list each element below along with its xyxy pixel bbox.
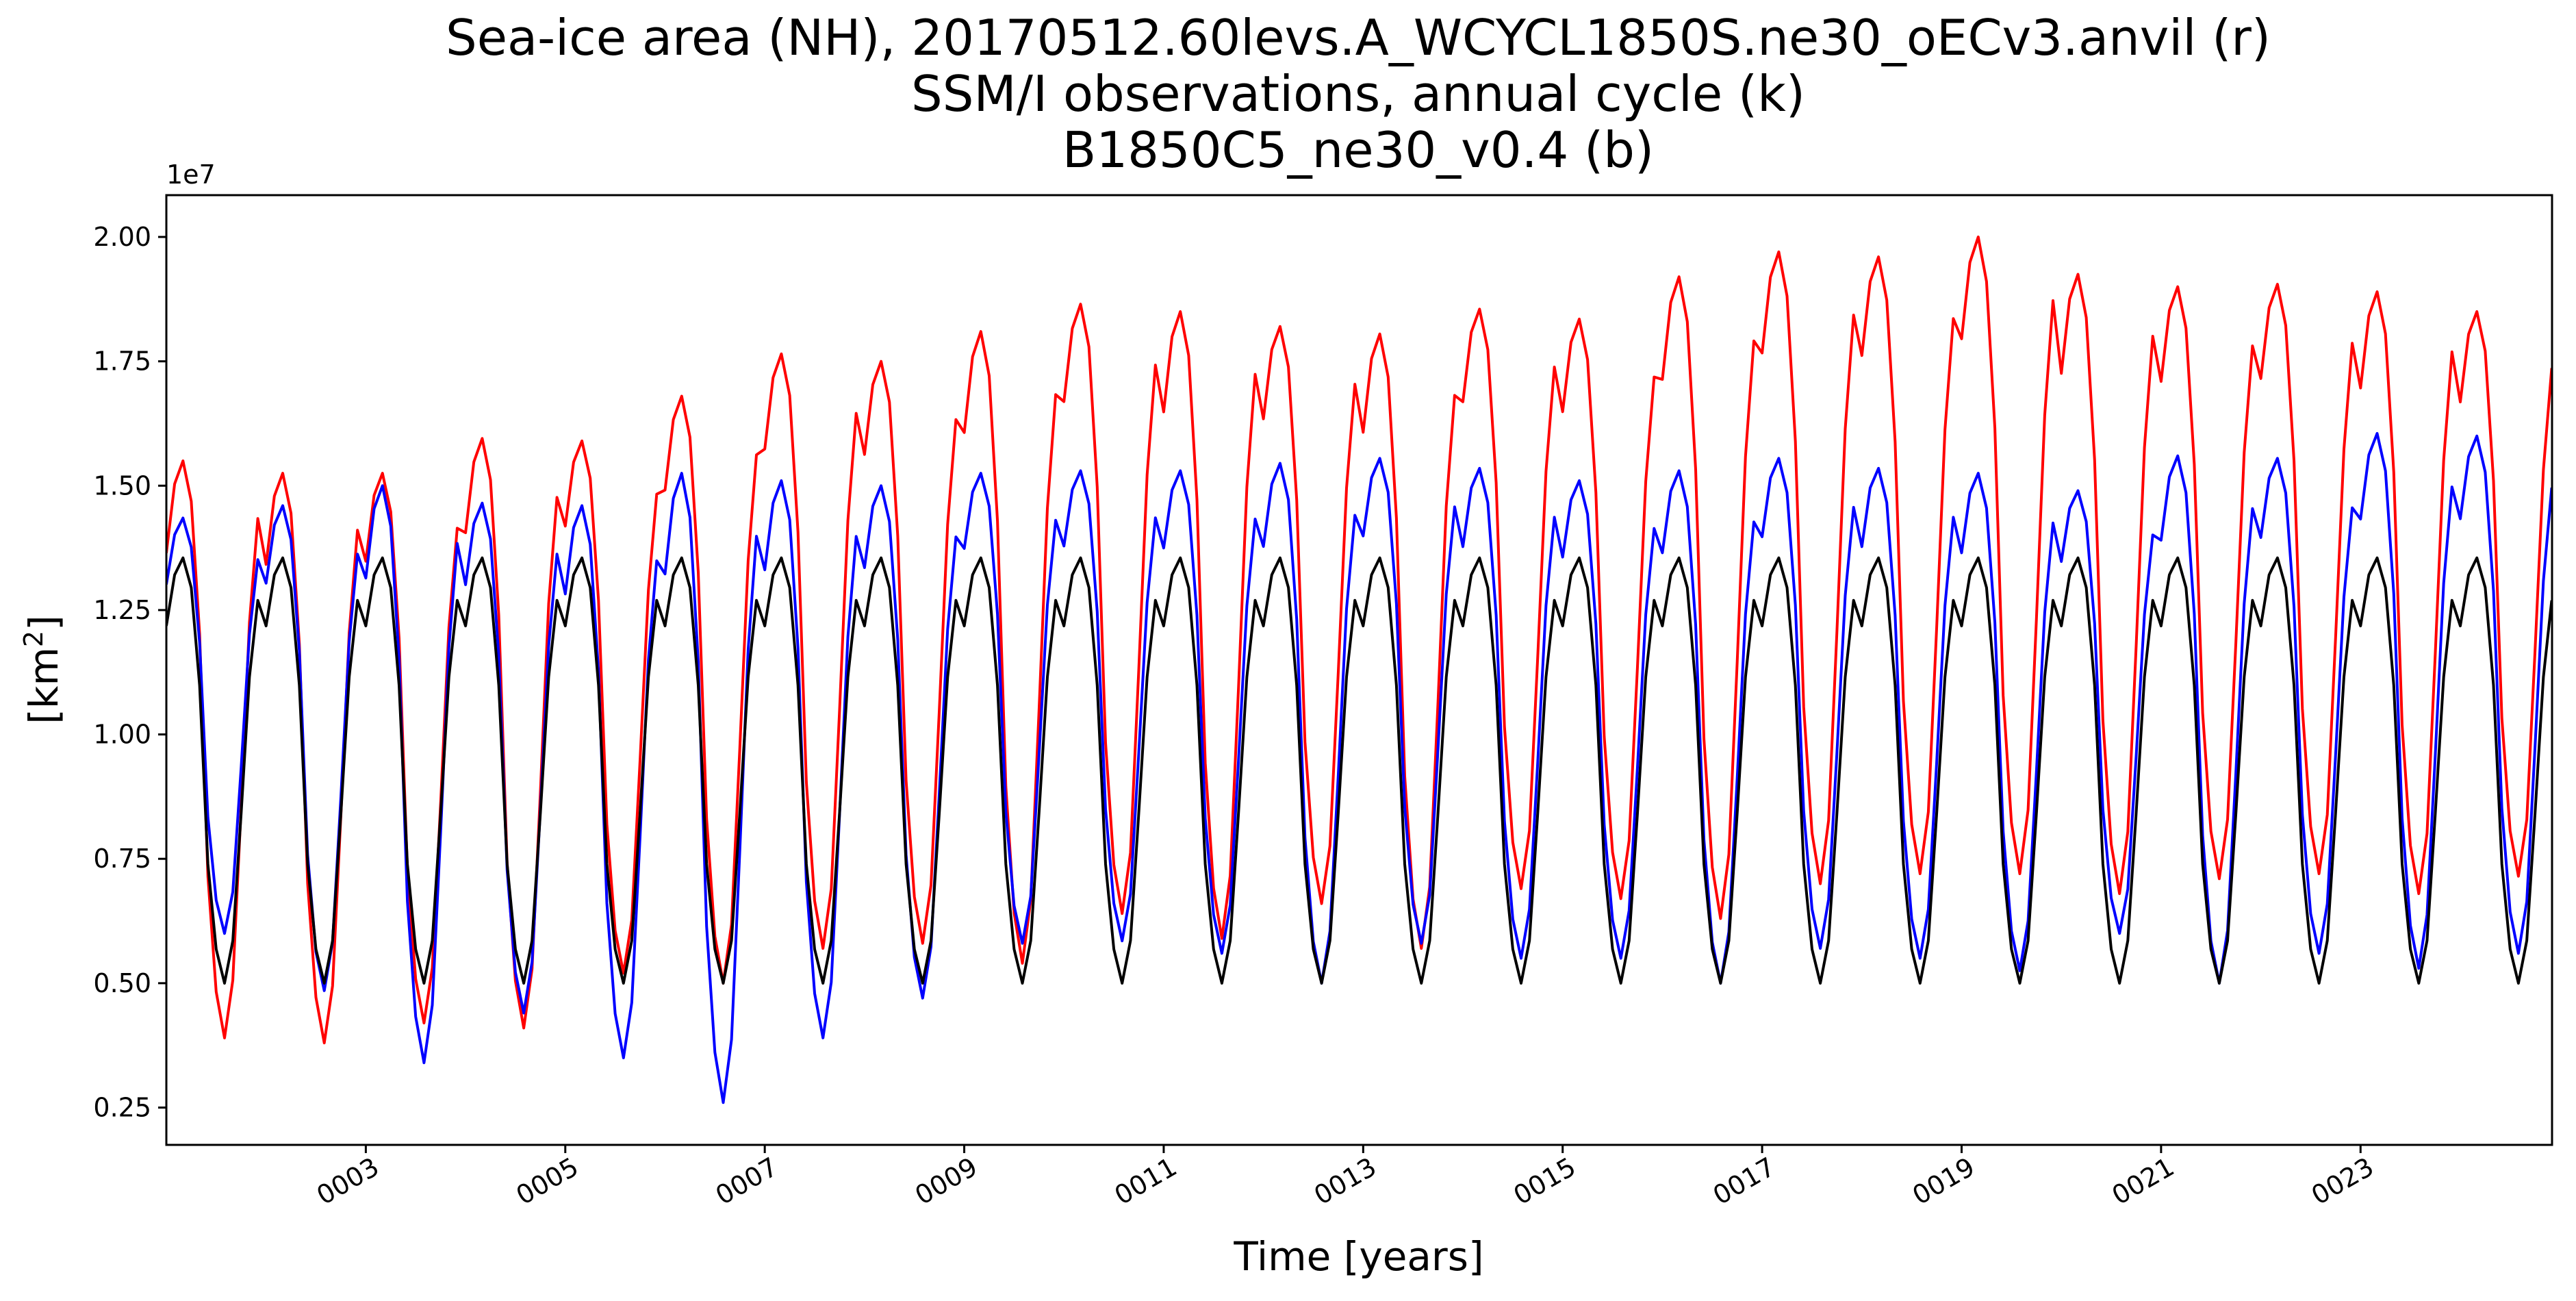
x-axis-label: Time [years] (1233, 1233, 1483, 1280)
y-tick-label: 0.75 (93, 844, 151, 874)
x-tick-label: 0007 (711, 1152, 783, 1211)
title-line-1: Sea-ice area (NH), 20170512.60levs.A_WCY… (446, 9, 2271, 66)
x-tick-label: 0015 (1508, 1152, 1581, 1211)
series-line-1 (166, 236, 2552, 1045)
y-tick-label: 1.50 (93, 470, 151, 501)
chart-title: Sea-ice area (NH), 20170512.60levs.A_WCY… (164, 10, 2552, 178)
plot-frame (165, 194, 2553, 1146)
title-line-2: SSM/I observations, annual cycle (k) (911, 65, 1805, 123)
y-offset-text: 1e7 (166, 160, 216, 190)
x-axis: 0003 0005 0007 0009 0011 0013 0015 0017 0019 0021… (311, 1145, 2379, 1211)
y-tick-label: 0.25 (93, 1093, 151, 1123)
y-tick-label: 2.00 (93, 222, 151, 252)
series-line-2 (166, 432, 2552, 1104)
x-tick-label: 0023 (2306, 1152, 2379, 1211)
y-tick-label: 0.50 (93, 968, 151, 998)
y-tick-label: 1.00 (93, 720, 151, 750)
x-tick-label: 0021 (2107, 1152, 2180, 1211)
x-tick-label: 0011 (1110, 1152, 1182, 1211)
series-layer (166, 236, 2552, 1104)
x-tick-label: 0017 (1708, 1152, 1781, 1211)
y-axis: 0.25 0.50 0.75 1.00 1.25 1.50 1.75 2.00 (93, 222, 166, 1123)
x-tick-label: 0013 (1309, 1152, 1381, 1211)
title-line-3: B1850C5_ne30_v0.4 (b) (1062, 121, 1655, 179)
x-tick-label: 0009 (910, 1152, 982, 1211)
x-tick-label: 0003 (311, 1152, 384, 1211)
y-axis-label: [km2] (18, 615, 67, 724)
y-axis-label-end: ] (21, 615, 67, 631)
y-axis-label-sup: 2 (18, 631, 49, 647)
y-axis-label-base: [km (21, 647, 67, 724)
x-tick-label: 0005 (511, 1152, 584, 1211)
y-tick-label: 1.75 (93, 346, 151, 377)
series-line-3 (166, 556, 2552, 985)
y-tick-label: 1.25 (93, 595, 151, 625)
x-tick-label: 0019 (1907, 1152, 1980, 1211)
